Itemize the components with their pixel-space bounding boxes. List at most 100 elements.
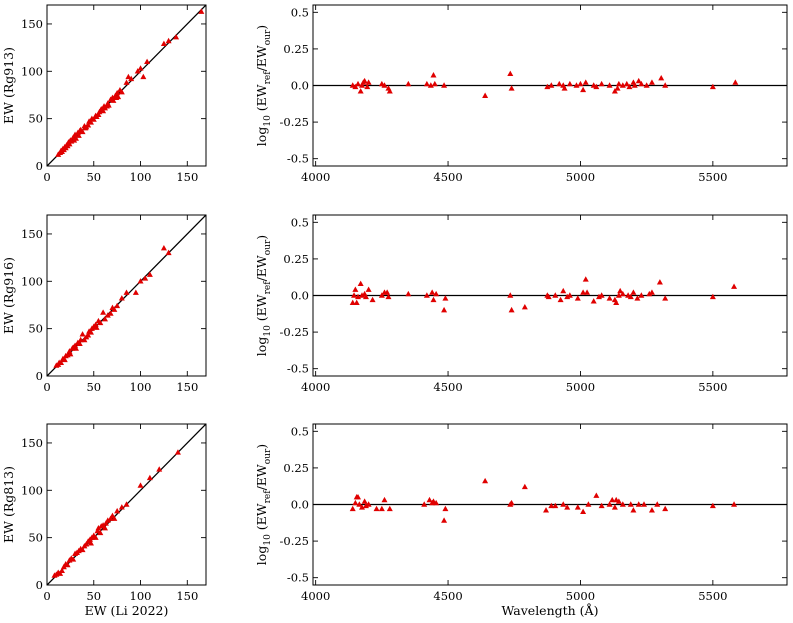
data-point xyxy=(165,249,172,256)
data-point xyxy=(123,79,130,85)
data-point xyxy=(423,80,430,87)
data-point xyxy=(630,289,637,295)
chart-panel-middle-left: 0 50 100 150 0 50 100 150 EW (Rg916) xyxy=(1,214,207,394)
data-point xyxy=(507,292,514,298)
data-point xyxy=(658,74,665,81)
data-point xyxy=(144,58,151,65)
data-point xyxy=(173,34,180,40)
data-point xyxy=(83,541,90,547)
data-point xyxy=(64,561,71,568)
data-point xyxy=(577,80,584,87)
plot-frame xyxy=(46,4,207,167)
data-point xyxy=(648,289,655,295)
data-point xyxy=(731,283,738,289)
data-point xyxy=(508,306,515,313)
data-point xyxy=(365,501,372,507)
data-point xyxy=(593,83,600,90)
data-point xyxy=(566,292,573,298)
data-point xyxy=(72,135,79,141)
data-point xyxy=(81,336,88,343)
data-point xyxy=(378,292,385,298)
data-point xyxy=(423,292,430,298)
data-point xyxy=(641,501,648,507)
y-tick-label: 150 xyxy=(21,227,43,241)
y-tick-label: -0.25 xyxy=(280,115,310,129)
data-point xyxy=(107,310,114,316)
data-point xyxy=(709,83,716,90)
data-point xyxy=(125,73,132,80)
data-point xyxy=(100,107,107,114)
data-point xyxy=(85,332,92,338)
x-tick-label: 150 xyxy=(176,170,198,184)
data-point xyxy=(357,88,364,94)
data-point xyxy=(349,505,356,512)
chart-panel-top-right: 4000 4500 5000 5500 0.5 0.25 0.0 -0.25 -0.5 log10… xyxy=(254,4,788,184)
data-point xyxy=(585,501,592,507)
data-point xyxy=(627,293,634,300)
data-point xyxy=(557,296,564,303)
data-point xyxy=(619,501,626,507)
data-point xyxy=(606,501,613,507)
y-tick-label: 100 xyxy=(21,483,43,497)
data-point xyxy=(564,504,571,510)
x-tick-label: 150 xyxy=(176,380,198,394)
data-point xyxy=(385,293,392,300)
data-point xyxy=(482,477,489,484)
data-point xyxy=(355,493,362,500)
data-point xyxy=(584,289,591,295)
data-point xyxy=(595,293,602,300)
x-tick-label: 150 xyxy=(176,589,198,603)
x-tick-label: 50 xyxy=(86,589,101,603)
data-point xyxy=(619,290,626,297)
y-tick-label: 0 xyxy=(36,369,43,383)
data-point xyxy=(430,296,437,303)
data-point xyxy=(507,70,514,76)
data-point xyxy=(165,37,172,44)
data-point xyxy=(431,80,438,87)
data-point xyxy=(352,499,359,506)
data-point xyxy=(358,82,365,88)
x-tick-label: 100 xyxy=(130,170,152,184)
data-point xyxy=(598,292,605,298)
data-point xyxy=(598,502,605,509)
data-point xyxy=(111,515,118,521)
x-tick-label: 4500 xyxy=(433,380,462,394)
data-point xyxy=(611,88,618,94)
data-point xyxy=(365,79,372,85)
chart-panel-bottom-left: 0 50 100 150 0 50 100 150 EW (Rg813) EW (Li 2022) xyxy=(1,423,207,618)
data-point xyxy=(128,75,135,82)
data-point xyxy=(662,295,669,301)
data-point xyxy=(118,295,125,301)
y-tick-label: 0.25 xyxy=(283,252,309,266)
x-tick-label: 0 xyxy=(43,170,50,184)
data-point xyxy=(606,295,613,301)
data-point xyxy=(580,86,587,93)
data-point xyxy=(548,82,555,88)
y-tick-label: -0.5 xyxy=(287,571,309,585)
x-axis-label: Wavelength (Å) xyxy=(502,603,599,618)
y-tick-label: 150 xyxy=(21,17,43,31)
data-point xyxy=(441,306,448,313)
data-point xyxy=(421,501,428,507)
data-point xyxy=(638,292,645,298)
y-tick-label: 0.5 xyxy=(291,5,309,19)
data-point xyxy=(442,295,449,301)
data-point xyxy=(561,85,568,91)
x-tick-label: 4000 xyxy=(301,589,330,603)
y-tick-label: 0 xyxy=(36,578,43,592)
data-point xyxy=(631,82,638,88)
data-point xyxy=(552,502,559,509)
y-tick-label: -0.25 xyxy=(280,325,310,339)
data-point xyxy=(100,309,107,315)
data-point xyxy=(386,505,393,512)
data-point xyxy=(352,83,359,90)
y-axis-label: log10 (EWref/EWour) xyxy=(254,25,273,146)
data-point xyxy=(580,289,587,295)
data-point xyxy=(114,89,121,96)
data-point xyxy=(137,482,144,488)
data-point xyxy=(482,92,489,98)
data-point xyxy=(351,292,358,298)
data-point xyxy=(521,304,528,310)
data-point xyxy=(573,82,580,88)
y-tick-label: 50 xyxy=(28,112,43,126)
